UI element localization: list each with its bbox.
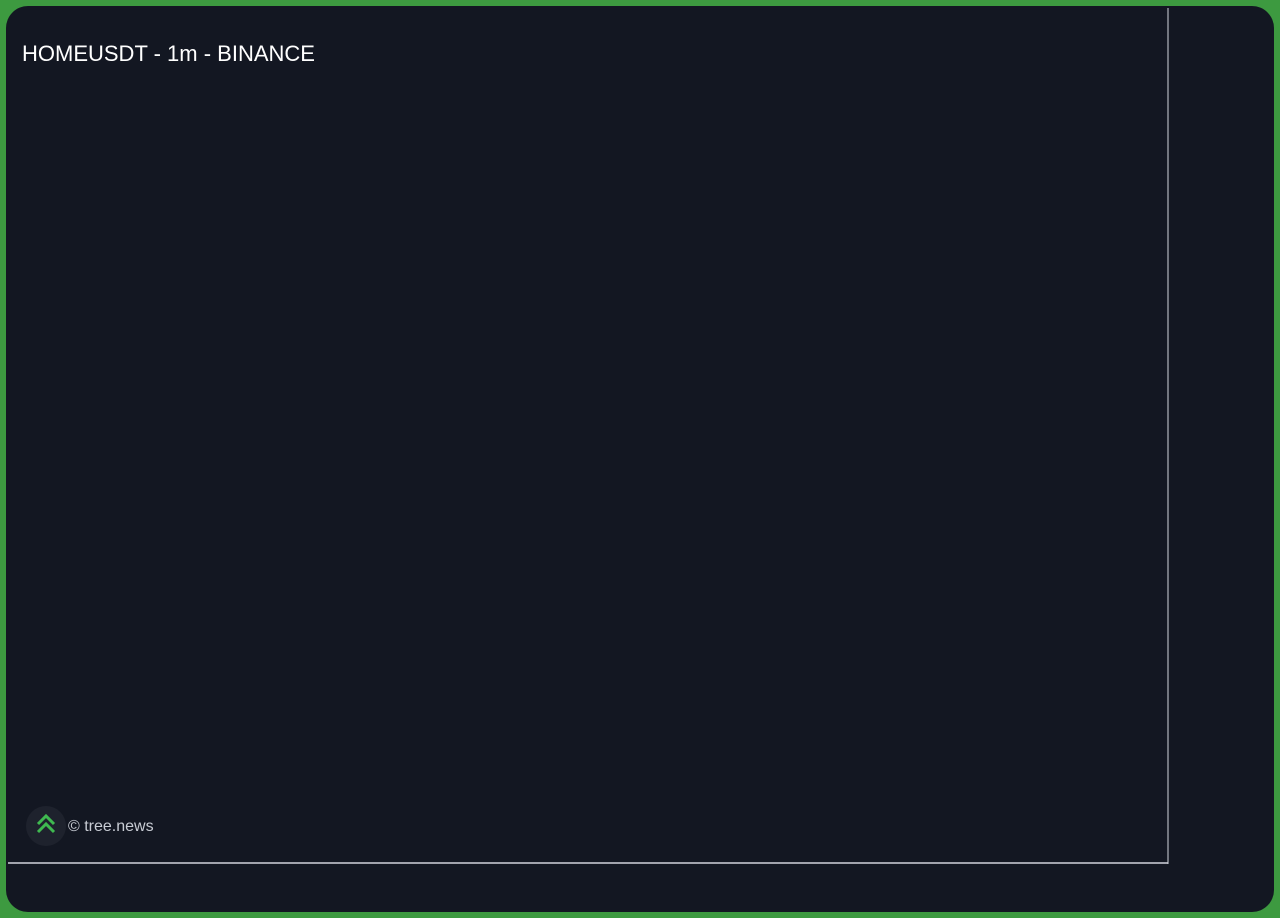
chart-title: HOMEUSDT - 1m - BINANCE	[22, 41, 315, 66]
watermark: © tree.news	[68, 818, 154, 835]
panel	[6, 6, 1274, 912]
watermark-logo	[26, 806, 66, 846]
